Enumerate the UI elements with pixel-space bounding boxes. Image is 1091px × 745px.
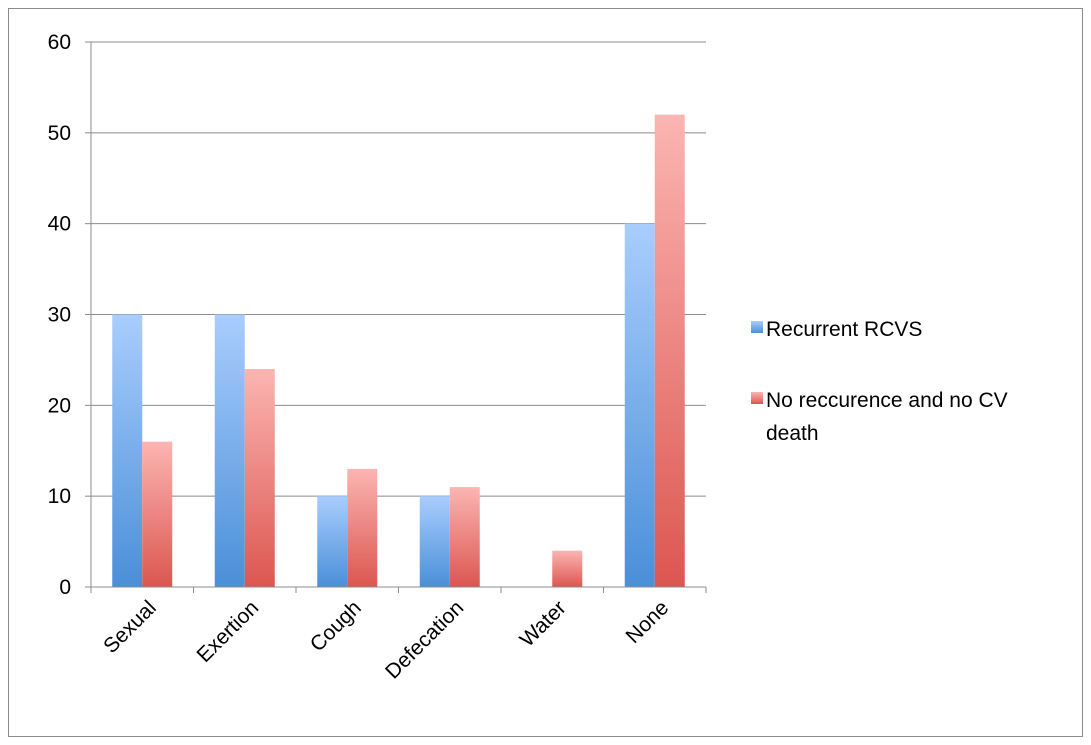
legend-swatch-series-2 — [751, 392, 763, 404]
bar-defecation-series-1 — [419, 496, 450, 587]
y-tick-label: 30 — [48, 304, 71, 327]
legend-label-series-1: Recurrent RCVS — [766, 318, 922, 341]
gridlines — [91, 41, 706, 497]
y-tick-label: 20 — [48, 394, 71, 417]
bar-none-series-1 — [624, 223, 655, 587]
x-tick-label: Water — [515, 596, 570, 651]
y-tick-label: 10 — [48, 485, 71, 508]
x-tick-label: None — [622, 596, 674, 648]
y-tick-label: 60 — [48, 31, 71, 54]
legend-label-series-2: death — [766, 422, 819, 445]
bar-cough-series-1 — [317, 496, 348, 587]
axes — [85, 41, 707, 593]
bar-exertion-series-2 — [244, 369, 275, 587]
x-tick-label: Defecation — [381, 596, 468, 683]
bar-sexual-series-1 — [112, 314, 143, 587]
bar-defecation-series-2 — [449, 487, 480, 587]
bar-none-series-2 — [654, 114, 685, 588]
y-tick-label: 40 — [48, 213, 71, 236]
legend-swatch-series-1 — [751, 321, 763, 333]
chart-frame — [8, 8, 1083, 737]
x-tick-label: Sexual — [99, 596, 161, 658]
legend: Recurrent RCVS No reccurence and no CV dea… — [751, 318, 1008, 445]
legend-label-series-2: No reccurence and no CV — [766, 389, 1008, 412]
bar-sexual-series-2 — [142, 441, 173, 587]
bar-water-series-2 — [552, 550, 583, 587]
y-tick-label: 50 — [48, 122, 71, 145]
bar-cough-series-2 — [347, 468, 378, 587]
bar-exertion-series-1 — [214, 314, 245, 587]
x-tick-label: Exertion — [193, 596, 264, 667]
x-tick-label: Cough — [306, 596, 366, 656]
bars — [112, 114, 685, 588]
y-tick-label: 0 — [59, 576, 71, 599]
